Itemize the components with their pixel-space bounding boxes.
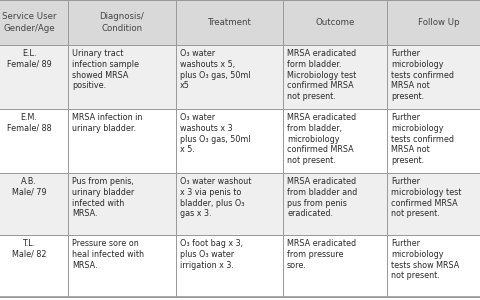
Bar bbox=[0, 109, 68, 173]
Text: Further
microbiology
tests confirmed
MRSA not
present.: Further microbiology tests confirmed MRS… bbox=[391, 113, 454, 165]
Bar bbox=[283, 173, 387, 235]
Text: MRSA eradicated
from bladder and
pus from penis
eradicated.: MRSA eradicated from bladder and pus fro… bbox=[287, 177, 357, 218]
Text: MRSA eradicated
from bladder,
microbiology
confirmed MRSA
not present.: MRSA eradicated from bladder, microbiolo… bbox=[287, 113, 356, 165]
Text: O₃ water
washouts x 3
plus O₃ gas, 50ml
x 5.: O₃ water washouts x 3 plus O₃ gas, 50ml … bbox=[180, 113, 251, 154]
Text: Further
microbiology test
confirmed MRSA
not present.: Further microbiology test confirmed MRSA… bbox=[391, 177, 461, 218]
Bar bbox=[176, 235, 283, 297]
Text: Pus from penis,
urinary bladder
infected with
MRSA.: Pus from penis, urinary bladder infected… bbox=[72, 177, 134, 218]
Bar bbox=[176, 109, 283, 173]
Bar bbox=[0, 45, 68, 109]
Bar bbox=[68, 235, 176, 297]
Text: Diagnosis/
Condition: Diagnosis/ Condition bbox=[100, 12, 144, 32]
Text: Urinary tract
infection sample
showed MRSA
positive.: Urinary tract infection sample showed MR… bbox=[72, 49, 139, 90]
Text: Further
microbiology
tests confirmed
MRSA not
present.: Further microbiology tests confirmed MRS… bbox=[391, 49, 454, 101]
Text: E.M.
Female/ 88: E.M. Female/ 88 bbox=[7, 113, 51, 133]
Text: MRSA eradicated
from pressure
sore.: MRSA eradicated from pressure sore. bbox=[287, 239, 356, 269]
Bar bbox=[387, 235, 480, 297]
Bar bbox=[176, 0, 283, 45]
Bar bbox=[68, 109, 176, 173]
Text: T.L.
Male/ 82: T.L. Male/ 82 bbox=[12, 239, 46, 259]
Text: Pressure sore on
heal infected with
MRSA.: Pressure sore on heal infected with MRSA… bbox=[72, 239, 144, 269]
Bar bbox=[387, 45, 480, 109]
Bar bbox=[0, 235, 68, 297]
Text: Service User
Gender/Age: Service User Gender/Age bbox=[2, 12, 56, 32]
Bar bbox=[283, 109, 387, 173]
Bar bbox=[176, 45, 283, 109]
Bar bbox=[283, 45, 387, 109]
Bar bbox=[283, 0, 387, 45]
Text: MRSA eradicated
form bladder.
Microbiology test
confirmed MRSA
not present.: MRSA eradicated form bladder. Microbiolo… bbox=[287, 49, 356, 101]
Text: E.L.
Female/ 89: E.L. Female/ 89 bbox=[7, 49, 51, 69]
Text: O₃ foot bag x 3,
plus O₃ water
irrigation x 3.: O₃ foot bag x 3, plus O₃ water irrigatio… bbox=[180, 239, 243, 269]
Text: Follow Up: Follow Up bbox=[418, 18, 459, 27]
Bar bbox=[0, 173, 68, 235]
Bar bbox=[0, 0, 68, 45]
Bar bbox=[387, 173, 480, 235]
Bar bbox=[68, 173, 176, 235]
Bar bbox=[387, 0, 480, 45]
Bar bbox=[283, 235, 387, 297]
Text: Treatment: Treatment bbox=[207, 18, 252, 27]
Bar bbox=[176, 173, 283, 235]
Text: Outcome: Outcome bbox=[315, 18, 355, 27]
Bar bbox=[68, 45, 176, 109]
Text: MRSA infection in
urinary bladder.: MRSA infection in urinary bladder. bbox=[72, 113, 143, 133]
Text: Further
microbiology
tests show MRSA
not present.: Further microbiology tests show MRSA not… bbox=[391, 239, 459, 280]
Text: A.B.
Male/ 79: A.B. Male/ 79 bbox=[12, 177, 46, 197]
Text: O₃ water washout
x 3 via penis to
bladder, plus O₃
gas x 3.: O₃ water washout x 3 via penis to bladde… bbox=[180, 177, 252, 218]
Text: O₃ water
washouts x 5,
plus O₃ gas, 50ml
x5: O₃ water washouts x 5, plus O₃ gas, 50ml… bbox=[180, 49, 251, 90]
Bar bbox=[387, 109, 480, 173]
Bar bbox=[68, 0, 176, 45]
